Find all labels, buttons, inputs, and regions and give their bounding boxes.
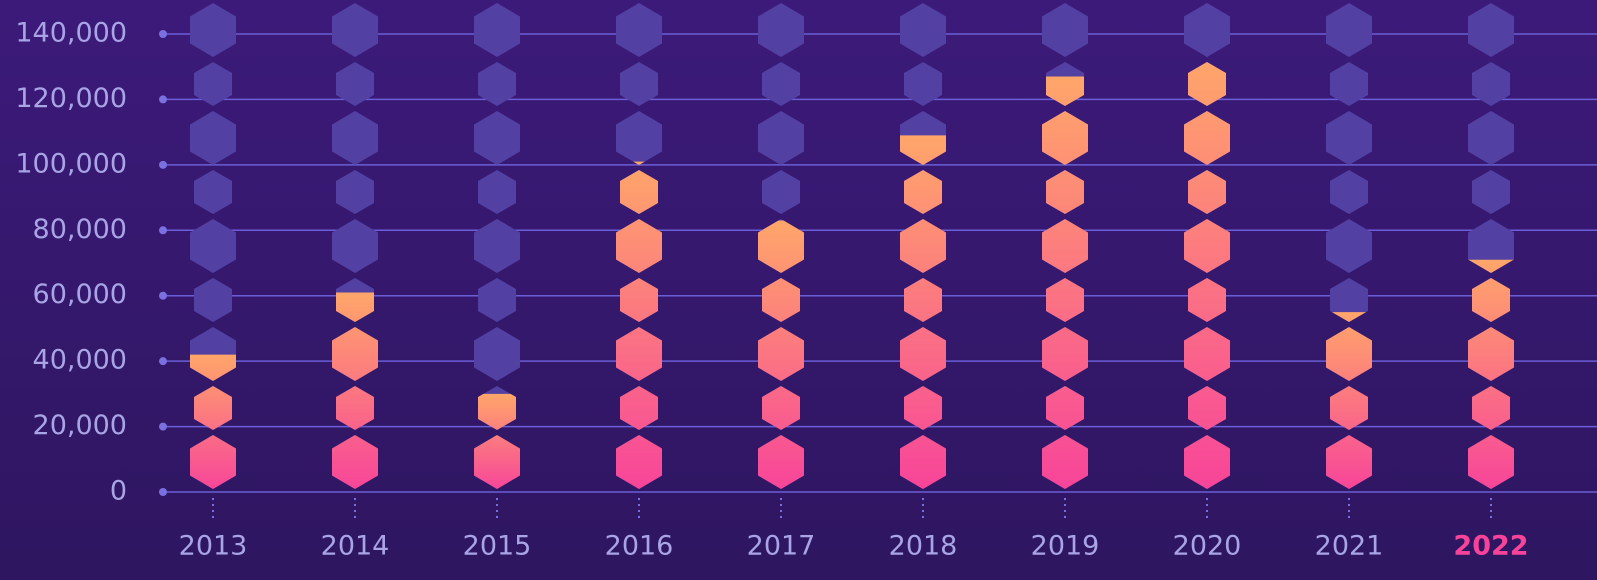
x-tick-label: 2022 — [1453, 531, 1528, 562]
hex-bar — [616, 161, 662, 489]
x-tick-label: 2014 — [321, 531, 390, 562]
tick-dot — [159, 226, 167, 235]
y-tick-label: 40,000 — [33, 345, 127, 376]
y-tick-label: 20,000 — [33, 410, 127, 441]
tick-dot — [159, 95, 167, 104]
x-tick-label: 2016 — [605, 531, 674, 562]
tick-dot — [159, 30, 167, 38]
x-tick-label: 2017 — [747, 531, 816, 562]
x-tick-label: 2021 — [1315, 531, 1384, 562]
hex-column-bg — [474, 3, 520, 489]
tick-dot — [159, 160, 167, 169]
hex-bar — [1042, 76, 1088, 489]
x-tick-label: 2015 — [463, 531, 532, 562]
hex-bar — [190, 354, 236, 489]
x-tick-label: 2013 — [179, 531, 248, 562]
y-tick-label: 60,000 — [33, 279, 127, 310]
tick-dot — [159, 488, 167, 496]
y-tick-label: 80,000 — [33, 214, 127, 245]
hex-bar — [900, 135, 946, 489]
hex-bar — [474, 393, 520, 489]
tick-dot — [159, 357, 167, 366]
x-tick-label: 2019 — [1031, 531, 1100, 562]
y-tick-label: 0 — [110, 476, 127, 507]
x-tick-label: 2020 — [1173, 531, 1242, 562]
hex-bar — [758, 220, 804, 489]
y-tick-label: 120,000 — [15, 83, 127, 114]
y-tick-label: 100,000 — [15, 148, 127, 179]
tick-dot — [159, 291, 167, 300]
hex-bar — [1468, 259, 1514, 489]
x-tick-label: 2018 — [889, 531, 958, 562]
y-tick-label: 140,000 — [15, 18, 127, 49]
hex-bar — [1326, 312, 1372, 489]
hex-bar — [1184, 56, 1230, 489]
hex-bar — [332, 292, 378, 489]
tick-dot — [159, 422, 167, 431]
